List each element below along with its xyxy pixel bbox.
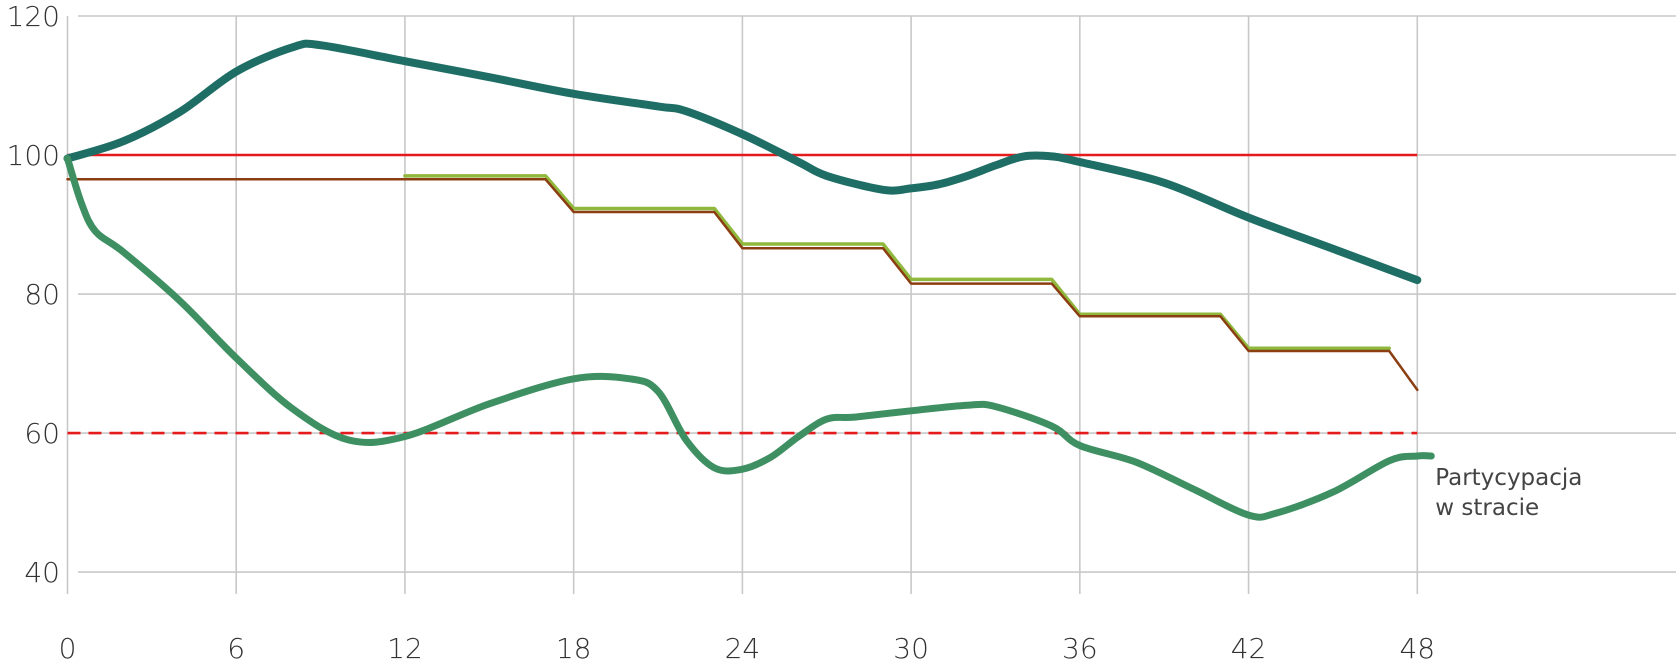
x-tick-label-24: 24 [725, 632, 761, 659]
x-tick-label-48: 48 [1399, 632, 1435, 659]
x-tick-label-6: 6 [227, 632, 245, 659]
series-line-2 [403, 174, 1391, 350]
x-tick-label-0: 0 [59, 632, 77, 659]
annotation-label: Partycypacja w stracie [1435, 465, 1589, 521]
y-tick-label-40: 40 [24, 556, 60, 589]
series-line-4 [64, 155, 1435, 521]
x-tick-label-36: 36 [1062, 632, 1098, 659]
y-tick-label-80: 80 [24, 278, 60, 311]
y-tick-label-100: 100 [7, 139, 60, 172]
y-tick-label-120: 120 [7, 0, 60, 33]
x-tick-label-18: 18 [556, 632, 592, 659]
series-layer [63, 39, 1435, 521]
x-tick-label-30: 30 [893, 632, 929, 659]
y-tick-label-60: 60 [24, 417, 60, 450]
series-line-1 [63, 39, 1422, 285]
tick-labels: 40 60 80 100 120 0 6 12 18 24 30 36 42 48 [7, 0, 1436, 659]
annotation-line-1: Partycypacja [1435, 465, 1582, 491]
series-line-3 [66, 178, 1419, 392]
annotation-line-2: w stracie [1435, 495, 1539, 521]
reference-lines [67, 153, 1418, 435]
x-tick-label-12: 12 [387, 632, 423, 659]
x-tick-label-42: 42 [1231, 632, 1267, 659]
